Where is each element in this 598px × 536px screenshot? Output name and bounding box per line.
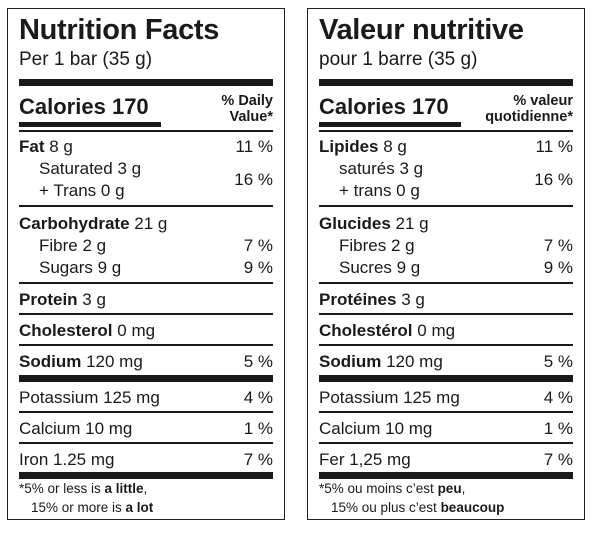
divider	[319, 344, 573, 346]
calories-line: Calories 170	[319, 94, 449, 119]
footnote-line-1: *5% or less is a little,	[19, 481, 148, 496]
calcium-row: Calcium 10 mg 1 %	[319, 419, 573, 438]
divider	[19, 313, 273, 315]
divider	[319, 282, 573, 284]
calories-line: Calories 170	[19, 94, 149, 119]
trans-row: + Trans 0 g	[39, 181, 125, 200]
divider	[19, 205, 273, 207]
sodium-row: Sodium 120 mg 5 %	[19, 352, 273, 371]
saturated-row: saturés 3 g	[339, 159, 424, 178]
footnote-line-2: 15% ou plus c’est beaucoup	[331, 500, 505, 515]
trans-row: + trans 0 g	[339, 181, 420, 200]
cholesterol-row: Cholesterol 0 mg	[19, 321, 156, 340]
divider	[19, 282, 273, 284]
iron-row: Fer 1,25 mg 7 %	[319, 450, 573, 469]
serving-size: Per 1 bar (35 g)	[19, 49, 153, 70]
divider	[19, 130, 273, 132]
divider	[319, 472, 573, 479]
fat-row: Fat 8 g 11 %	[19, 137, 273, 156]
nutrition-facts-panel-english: Nutrition Facts Per 1 bar (35 g) Calorie…	[7, 8, 285, 520]
divider	[319, 411, 573, 413]
divider	[19, 375, 273, 382]
divider	[19, 411, 273, 413]
divider	[19, 344, 273, 346]
carbohydrate-row: Carbohydrate 21 g	[19, 214, 168, 233]
daily-value-header: % valeur quotidienne*	[485, 93, 573, 125]
protein-row: Protein 3 g	[19, 290, 106, 309]
divider	[319, 79, 573, 86]
carbohydrate-row: Glucides 21 g	[319, 214, 429, 233]
protein-row: Protéines 3 g	[319, 290, 425, 309]
saturated-row: Saturated 3 g	[39, 159, 142, 178]
divider	[19, 472, 273, 479]
daily-value-header: % Daily Value*	[221, 93, 273, 125]
panel-title: Valeur nutritive	[319, 14, 524, 46]
divider	[319, 122, 461, 127]
divider	[19, 442, 273, 444]
divider	[319, 375, 573, 382]
divider	[319, 205, 573, 207]
divider	[319, 313, 573, 315]
divider	[319, 130, 573, 132]
sodium-row: Sodium 120 mg 5 %	[319, 352, 573, 371]
nutrition-facts-panel-french: Valeur nutritive pour 1 barre (35 g) Cal…	[307, 8, 585, 520]
panel-title: Nutrition Facts	[19, 14, 220, 46]
calcium-row: Calcium 10 mg 1 %	[19, 419, 273, 438]
footnote-line-1: *5% ou moins c’est peu,	[319, 481, 466, 496]
serving-size: pour 1 barre (35 g)	[319, 49, 478, 70]
cholesterol-row: Cholestérol 0 mg	[319, 321, 456, 340]
iron-row: Iron 1.25 mg 7 %	[19, 450, 273, 469]
footnote-line-2: 15% or more is a lot	[31, 500, 154, 515]
fat-row: Lipides 8 g 11 %	[319, 137, 573, 156]
divider	[19, 79, 273, 86]
divider	[319, 442, 573, 444]
potassium-row: Potassium 125 mg 4 %	[319, 388, 573, 407]
divider	[19, 122, 161, 127]
potassium-row: Potassium 125 mg 4 %	[19, 388, 273, 407]
